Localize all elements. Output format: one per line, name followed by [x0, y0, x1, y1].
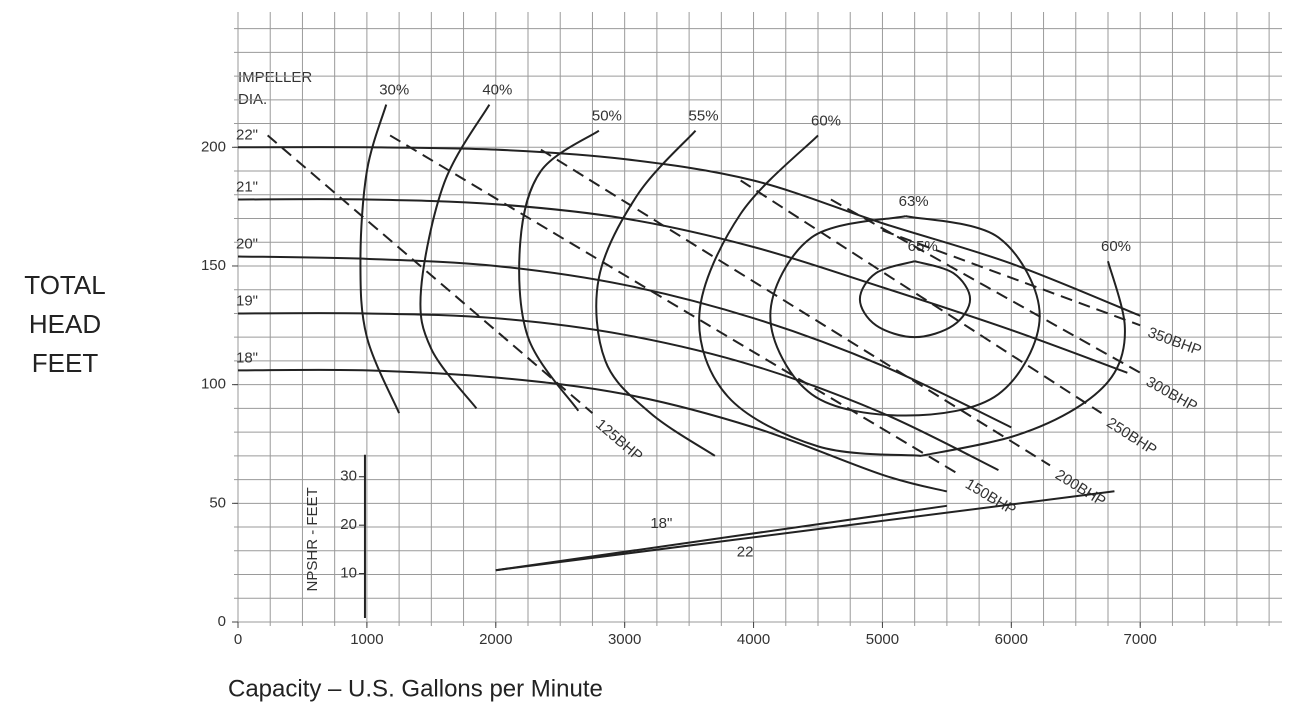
x-axis-label: Capacity – U.S. Gallons per Minute — [228, 675, 603, 702]
x-tick-label: 5000 — [866, 631, 899, 648]
series-label: 55% — [689, 108, 719, 125]
x-tick-label: 4000 — [737, 631, 770, 648]
y-axis-label: HEAD — [29, 309, 101, 339]
y-axis-label: TOTAL — [24, 270, 105, 300]
series-label: 22" — [236, 126, 258, 143]
curve — [920, 260, 1126, 457]
y-tick-label: 0 — [218, 613, 226, 630]
bhp-line — [830, 198, 1141, 374]
series-label: 21" — [236, 178, 258, 195]
series-label: 300BHP — [1143, 373, 1200, 415]
y2-tick-label: 30 — [340, 468, 357, 485]
y-tick-label: 200 — [201, 138, 226, 155]
annotation: IMPELLER — [238, 69, 312, 86]
x-tick-label: 0 — [234, 631, 242, 648]
x-tick-label: 1000 — [350, 631, 383, 648]
curve — [419, 104, 491, 409]
series-label: 63% — [899, 193, 929, 210]
curve — [595, 130, 716, 457]
curve — [237, 368, 948, 493]
curve — [237, 255, 1012, 429]
series-label: 22 — [737, 544, 754, 561]
series-label: 40% — [482, 82, 512, 99]
series-label: 30% — [379, 82, 409, 99]
series-label: 18" — [236, 349, 258, 366]
bhp-line — [882, 229, 1141, 327]
series-label: 20" — [236, 235, 258, 252]
y-tick-label: 150 — [201, 257, 226, 274]
series-label: 19" — [236, 292, 258, 309]
npshr-curve — [495, 490, 1115, 572]
y-tick-label: 50 — [209, 494, 226, 511]
curve — [518, 129, 600, 412]
series-label: 150BHP — [962, 476, 1019, 519]
y2-tick-label: 10 — [340, 565, 357, 582]
curve — [769, 215, 1041, 417]
y-axis-label: FEET — [32, 348, 99, 378]
curve — [858, 260, 972, 339]
bhp-line — [266, 134, 594, 414]
bhp-line — [740, 179, 1103, 414]
x-tick-label: 2000 — [479, 631, 512, 648]
x-tick-label: 3000 — [608, 631, 641, 648]
series-label: 125BHP — [592, 416, 646, 465]
x-tick-label: 7000 — [1124, 631, 1157, 648]
series-label: 18" — [650, 515, 672, 532]
curve — [237, 198, 1128, 374]
x-tick-label: 6000 — [995, 631, 1028, 648]
y-tick-label: 100 — [201, 376, 226, 393]
curve — [237, 312, 999, 471]
curve — [237, 146, 1141, 317]
bhp-line — [389, 134, 961, 476]
series-label: 60% — [1101, 238, 1131, 255]
series-label: 350BHP — [1145, 324, 1203, 359]
curve — [698, 134, 922, 457]
y2-tick-label: 20 — [340, 516, 357, 533]
series-label: 50% — [592, 108, 622, 125]
curve — [359, 104, 401, 414]
y2-axis-label: NPSHR - FEET — [304, 487, 321, 591]
series-label: 250BHP — [1103, 414, 1159, 459]
series-label: 65% — [908, 238, 938, 255]
bhp-line — [540, 148, 1051, 467]
series-label: 60% — [811, 112, 841, 129]
